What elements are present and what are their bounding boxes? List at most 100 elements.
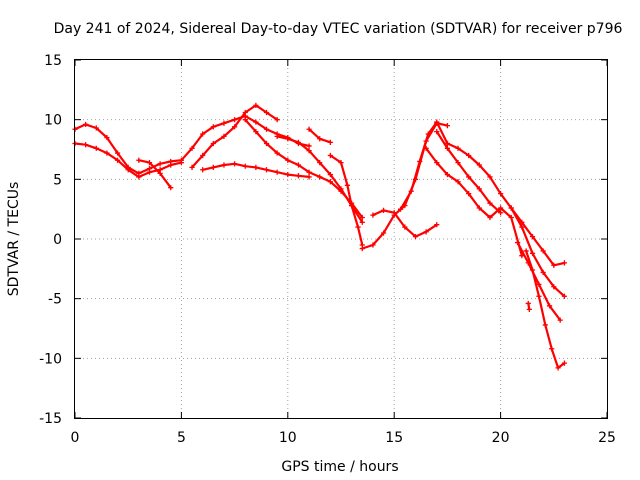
- y-tick-labels: -15 -10 -5 0 5 10 15: [39, 53, 62, 427]
- data-point: [317, 160, 323, 166]
- data-point: [104, 150, 110, 156]
- data-point: [274, 133, 280, 139]
- data-point: [221, 133, 227, 139]
- data-point: [306, 169, 312, 175]
- data-point: [455, 179, 461, 185]
- data-point: [536, 281, 542, 287]
- x-tick-labels: 0 5 10 15 20 25: [71, 430, 616, 446]
- data-point: [423, 229, 429, 235]
- data-point: [551, 262, 557, 268]
- data-point: [508, 205, 514, 211]
- data-point: [444, 123, 450, 129]
- data-point: [274, 169, 280, 175]
- data-point: [508, 214, 514, 221]
- data-point: [549, 346, 555, 352]
- data-point: [519, 224, 525, 230]
- x-tick-label: 10: [279, 430, 297, 446]
- data-point: [359, 214, 365, 221]
- data-point: [487, 200, 493, 206]
- data-point: [263, 109, 270, 116]
- series-track-9: [327, 152, 365, 248]
- series-line: [137, 159, 172, 189]
- data-point: [295, 162, 302, 168]
- data-point: [561, 260, 568, 266]
- x-tick-label: 20: [492, 430, 510, 446]
- data-point: [391, 210, 397, 216]
- data-point: [253, 129, 259, 135]
- data-point: [253, 164, 259, 170]
- data-point: [317, 136, 323, 142]
- y-tick-label: -10: [39, 351, 62, 367]
- data-point: [498, 205, 504, 211]
- data-point: [327, 152, 333, 159]
- data-point: [487, 214, 493, 221]
- data-point: [83, 142, 89, 148]
- data-point: [232, 124, 238, 130]
- series-track-8: [306, 126, 333, 145]
- data-point: [412, 234, 419, 240]
- series-track-4: [189, 102, 280, 170]
- data-point: [417, 158, 423, 165]
- data-point: [529, 234, 536, 240]
- data-point: [444, 145, 450, 151]
- data-point: [274, 150, 280, 156]
- data-point: [263, 126, 270, 132]
- plot-frame: [74, 59, 608, 419]
- data-point: [359, 219, 365, 225]
- data-point: [83, 121, 89, 128]
- data-point: [476, 186, 482, 192]
- data-point: [370, 242, 376, 248]
- data-point: [546, 303, 553, 309]
- series-track-2: [72, 140, 184, 180]
- data-point: [434, 129, 440, 135]
- series-track-3: [136, 157, 174, 191]
- data-point: [338, 160, 344, 166]
- data-point: [455, 145, 461, 151]
- y-tick-label: -5: [48, 292, 62, 308]
- data-point: [551, 284, 557, 290]
- data-point: [295, 173, 302, 179]
- data-point: [434, 222, 440, 228]
- data-point: [359, 245, 365, 252]
- data-point: [540, 269, 546, 276]
- data-point: [285, 171, 291, 178]
- series-line: [510, 206, 566, 298]
- data-point: [370, 212, 376, 218]
- data-point: [104, 134, 110, 141]
- data-point: [397, 206, 404, 212]
- series-line: [329, 154, 364, 247]
- data-point: [466, 191, 472, 197]
- data-point: [529, 267, 536, 273]
- x-tick-label: 15: [385, 430, 403, 446]
- data-point: [210, 140, 216, 147]
- series-layer: [72, 102, 568, 371]
- x-tick-label: 25: [598, 430, 616, 446]
- data-point: [408, 188, 414, 194]
- data-point: [178, 160, 184, 166]
- data-point: [157, 170, 163, 176]
- data-point: [242, 109, 248, 116]
- data-point: [338, 186, 344, 192]
- data-point: [295, 139, 302, 145]
- data-point: [542, 322, 548, 328]
- series-line: [361, 122, 449, 250]
- data-point: [529, 250, 536, 256]
- data-point: [561, 293, 568, 299]
- data-point: [210, 124, 216, 130]
- data-point: [253, 119, 259, 125]
- series-track-15: [444, 140, 568, 268]
- data-point: [306, 174, 312, 180]
- data-point: [344, 182, 350, 188]
- data-point: [221, 120, 227, 126]
- y-tick-label: 10: [44, 113, 62, 129]
- data-point: [189, 164, 195, 170]
- data-point: [487, 174, 493, 180]
- data-point: [200, 131, 206, 137]
- data-point: [263, 140, 270, 147]
- data-point: [523, 248, 529, 254]
- data-point: [466, 152, 472, 159]
- data-point: [263, 167, 270, 173]
- data-point: [306, 126, 312, 132]
- data-point: [168, 162, 174, 168]
